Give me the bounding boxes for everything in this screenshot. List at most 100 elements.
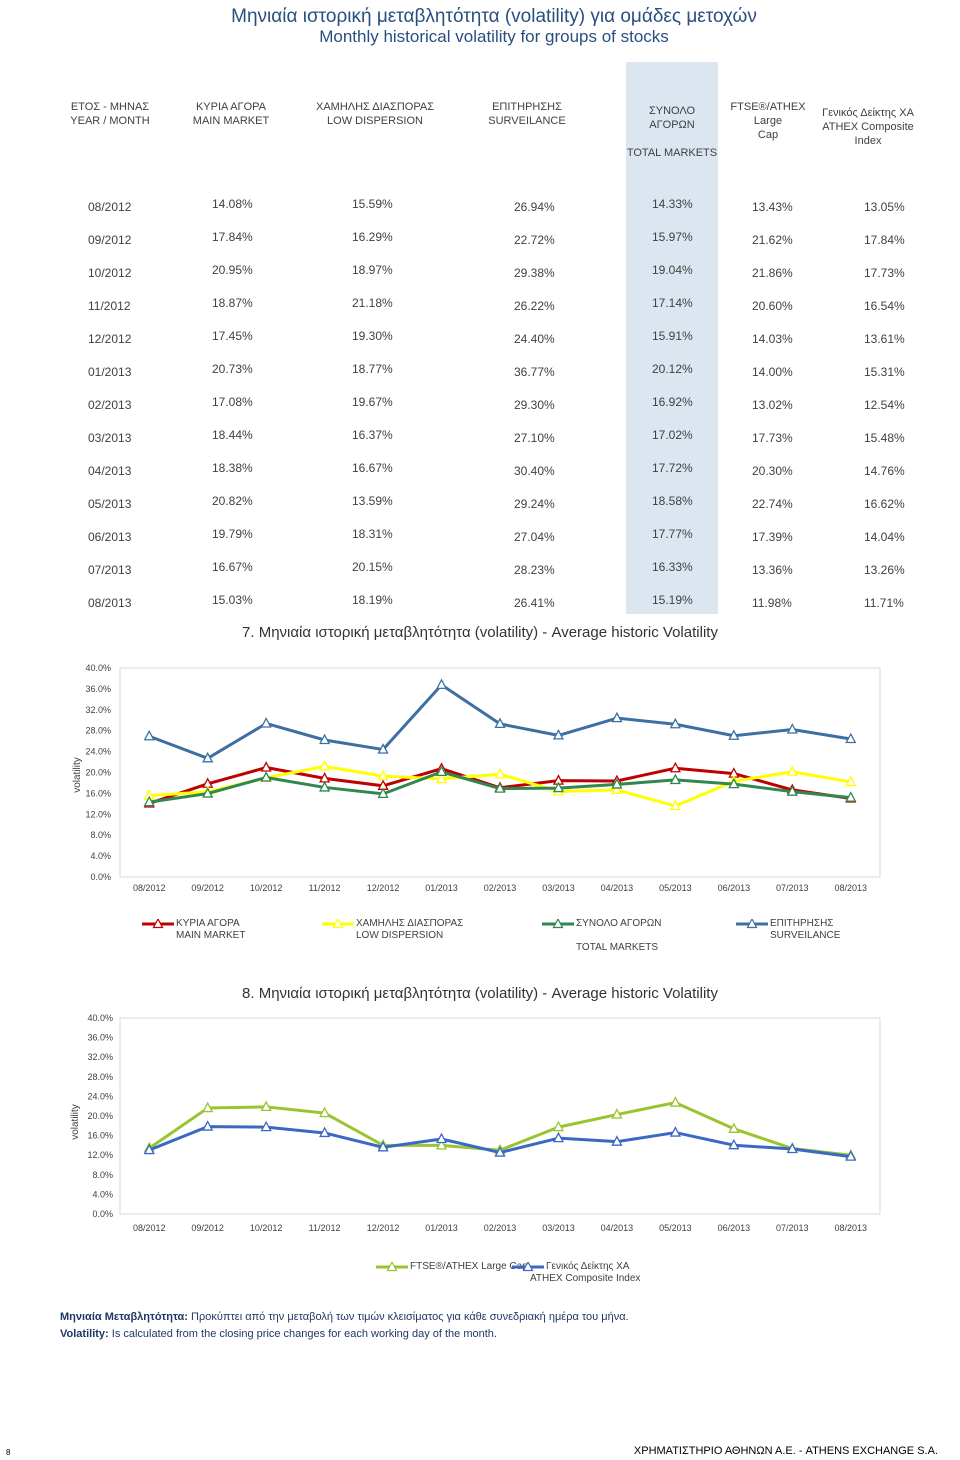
table-cell: 19.67% <box>352 395 393 409</box>
note-greek: Μηνιαία Μεταβλητότητα: Προκύπτει από την… <box>60 1311 629 1323</box>
column-header-line: ΕΤΟΣ - ΜΗΝΑΣ <box>70 101 150 113</box>
data-point <box>202 787 214 798</box>
column-header-line: FTSE®/ATHEX Large <box>730 101 806 127</box>
table-cell: 16.67% <box>352 461 393 475</box>
data-point <box>260 717 272 728</box>
table-cell: 20.12% <box>652 362 693 376</box>
table-row: 01/2013 20.73% 18.77% 36.77% 20.12% 14.00% 15.… <box>0 361 960 389</box>
table-cell: 14.08% <box>212 197 253 211</box>
table-cell: 16.54% <box>864 299 905 313</box>
y-tick-label: 12.0% <box>85 809 111 819</box>
table-cell: 18.97% <box>352 263 393 277</box>
table-cell: 16.62% <box>864 497 905 511</box>
column-header-3: ΕΠΙΤΗΡΗΣΗΣ SURVEILANCE <box>472 100 582 128</box>
column-header-2: ΧΑΜΗΛΗΣ ΔΙΑΣΠΟΡΑΣ LOW DISPERSION <box>300 100 450 128</box>
table-cell: 14.03% <box>752 332 793 346</box>
column-header-line: MAIN MARKET <box>192 115 270 127</box>
table-cell: 19.30% <box>352 329 393 343</box>
plot-area <box>119 1017 881 1215</box>
x-tick-label: 03/2013 <box>542 883 575 893</box>
y-tick-label: 4.0% <box>90 851 111 861</box>
column-header-line: ΚΥΡΙΑ ΑΓΟΡΑ <box>195 101 267 113</box>
data-point <box>377 769 389 781</box>
table-cell: 29.24% <box>514 497 555 511</box>
legend-item: ΣΥΝΟΛΟ ΑΓΟΡΩΝ TOTAL MARKETS <box>542 918 662 954</box>
y-tick-label: 8.0% <box>92 1170 113 1180</box>
table-cell: 17.02% <box>652 428 693 442</box>
table-cell: 15.59% <box>352 197 393 211</box>
legend-marker <box>152 919 164 929</box>
column-header-5: FTSE®/ATHEX Large Cap <box>718 100 818 142</box>
table-cell: 16.37% <box>352 428 393 442</box>
table-cell: 18.19% <box>352 593 393 607</box>
data-point <box>669 773 681 785</box>
column-header-line: ΣΥΝΟΛΟ ΑΓΟΡΩΝ <box>648 105 696 131</box>
legend-swatch <box>542 919 574 929</box>
x-tick-label: 12/2012 <box>367 1223 400 1233</box>
data-point <box>377 1140 389 1152</box>
x-tick-label: 06/2013 <box>718 883 751 893</box>
table-cell: 21.18% <box>352 296 393 310</box>
y-tick-label: 28.0% <box>85 726 111 736</box>
data-point <box>786 723 798 734</box>
data-point <box>143 729 155 741</box>
data-point <box>728 1122 740 1133</box>
table-cell: 13.36% <box>752 563 793 577</box>
table-cell: 22.72% <box>514 233 555 247</box>
y-tick-label: 0.0% <box>90 872 111 882</box>
table-cell: 18.31% <box>352 527 393 541</box>
page-title-english: Monthly historical volatility for groups… <box>319 27 669 46</box>
table-cell: 15.31% <box>864 365 905 379</box>
data-point <box>552 1120 565 1132</box>
data-point <box>669 1096 681 1107</box>
x-tick-label: 10/2012 <box>250 883 283 893</box>
y-axis-label: volatility <box>70 1104 81 1140</box>
legend-label: ΕΠΙΤΗΡΗΣΗΣ <box>770 918 834 929</box>
y-tick-label: 32.0% <box>85 705 111 715</box>
y-tick-label: 24.0% <box>85 747 111 757</box>
y-tick-label: 8.0% <box>90 830 111 840</box>
data-point <box>260 1100 272 1112</box>
column-header-6: Γενικός Δείκτης ΧΑ ATHEX Composite Index <box>818 106 918 148</box>
note-english-label: Volatility: <box>60 1328 109 1340</box>
table-cell: 16.33% <box>652 560 693 574</box>
data-point <box>611 778 623 789</box>
chart-8-title: 8. Μηνιαία ιστορική μεταβλητότητα (volat… <box>242 985 718 1002</box>
legend-item: ΧΑΜΗΛΗΣ ΔΙΑΣΠΟΡΑΣ LOW DISPERSION <box>322 918 463 942</box>
column-header-line: YEAR / MONTH <box>70 115 150 127</box>
data-point <box>494 717 506 729</box>
row-month: 06/2013 <box>88 530 132 544</box>
table-cell: 13.05% <box>864 200 905 214</box>
table-cell: 26.94% <box>514 200 555 214</box>
table-row: 12/2012 17.45% 19.30% 24.40% 15.91% 14.03% 13.… <box>0 328 960 356</box>
table-cell: 13.61% <box>864 332 905 346</box>
data-point <box>552 729 565 740</box>
table-cell: 21.86% <box>752 266 793 280</box>
x-tick-label: 06/2013 <box>718 1223 751 1233</box>
table-cell: 17.73% <box>864 266 905 280</box>
legend-label-secondary: SURVEILANCE <box>770 930 841 941</box>
y-tick-label: 40.0% <box>87 1013 113 1023</box>
table-row: 08/2012 14.08% 15.59% 26.94% 14.33% 13.43% 13.… <box>0 196 960 224</box>
y-tick-label: 20.0% <box>85 768 111 778</box>
x-tick-label: 11/2012 <box>309 883 341 893</box>
table-cell: 29.30% <box>514 398 555 412</box>
data-point <box>786 1142 798 1154</box>
table-cell: 18.38% <box>212 461 253 475</box>
legend-label: ΣΥΝΟΛΟ ΑΓΟΡΩΝ <box>576 918 662 929</box>
y-tick-label: 40.0% <box>85 663 111 673</box>
legend-label: Γενικός Δείκτης ΧΑ <box>546 1261 630 1272</box>
legend-label-secondary: ATHEX Composite Index <box>530 1273 641 1284</box>
x-tick-label: 08/2013 <box>834 1223 867 1233</box>
table-cell: 15.91% <box>652 329 693 343</box>
legend-label: ΚΥΡΙΑ ΑΓΟΡΑ <box>176 918 240 929</box>
column-header-line: LOW DISPERSION <box>327 115 423 127</box>
legend-label-secondary: MAIN MARKET <box>176 930 246 941</box>
legend-item: FTSE®/ATHEX Large Cap <box>376 1261 528 1273</box>
data-point <box>669 717 681 729</box>
table-cell: 15.03% <box>212 593 253 607</box>
data-point <box>377 743 389 754</box>
y-tick-label: 36.0% <box>87 1033 113 1043</box>
table-cell: 13.59% <box>352 494 393 508</box>
x-tick-label: 07/2013 <box>776 1223 809 1233</box>
